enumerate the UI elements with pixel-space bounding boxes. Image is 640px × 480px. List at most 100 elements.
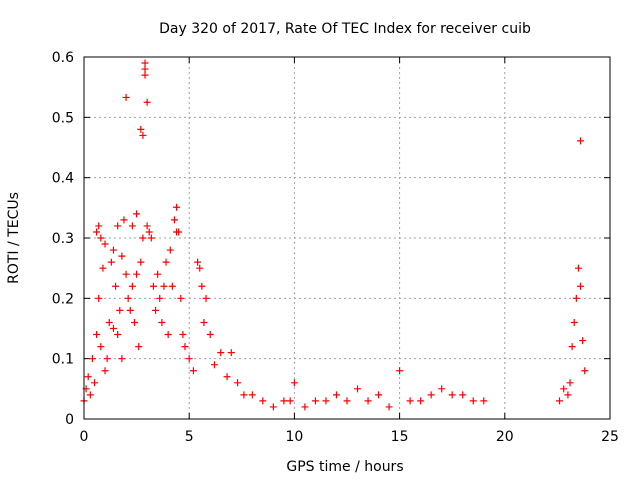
chart-title: Day 320 of 2017, Rate Of TEC Index for r… bbox=[159, 21, 531, 37]
data-point bbox=[194, 258, 202, 266]
data-point bbox=[427, 391, 435, 399]
data-point bbox=[122, 93, 130, 101]
data-point bbox=[438, 385, 446, 393]
data-point bbox=[141, 59, 149, 67]
data-point bbox=[114, 331, 122, 339]
y-tick-label: 0.6 bbox=[52, 50, 74, 66]
data-point bbox=[177, 294, 185, 302]
x-axis-label: GPS time / hours bbox=[286, 459, 403, 475]
data-point bbox=[168, 282, 176, 290]
plot-frame bbox=[83, 56, 611, 420]
data-point bbox=[570, 318, 578, 326]
data-point bbox=[286, 397, 294, 405]
data-point bbox=[280, 397, 288, 405]
data-point bbox=[175, 228, 183, 236]
data-point bbox=[149, 282, 157, 290]
data-point bbox=[480, 397, 488, 405]
data-point bbox=[141, 71, 149, 79]
data-point bbox=[396, 367, 404, 375]
data-point bbox=[170, 216, 178, 224]
data-point bbox=[406, 397, 414, 405]
data-point bbox=[103, 355, 111, 363]
data-point bbox=[152, 306, 160, 314]
data-point bbox=[118, 252, 126, 260]
data-point bbox=[459, 391, 467, 399]
data-point bbox=[259, 397, 267, 405]
data-point bbox=[156, 294, 164, 302]
data-point bbox=[109, 325, 117, 332]
data-point bbox=[248, 391, 256, 399]
data-point bbox=[122, 270, 130, 278]
data-point bbox=[164, 331, 172, 339]
data-point bbox=[135, 343, 143, 351]
data-point bbox=[354, 385, 362, 393]
y-tick-label: 0.2 bbox=[52, 291, 74, 307]
axis-ticks: 0 5 10 15 20 25 0 0.1 0.2 0.3 0.4 0.5 0.6 bbox=[52, 50, 619, 445]
data-point bbox=[301, 403, 309, 411]
y-tick-label: 0 bbox=[65, 412, 74, 428]
data-point bbox=[227, 349, 235, 357]
data-point bbox=[181, 343, 189, 351]
data-point bbox=[566, 379, 574, 387]
x-tick-label: 10 bbox=[285, 429, 303, 445]
data-point bbox=[112, 282, 120, 290]
data-point bbox=[114, 222, 122, 230]
data-points bbox=[80, 59, 589, 411]
y-tick-label: 0.5 bbox=[52, 110, 74, 126]
data-point bbox=[84, 373, 92, 381]
data-point bbox=[234, 379, 242, 387]
data-point bbox=[206, 331, 214, 339]
y-tick-label: 0.4 bbox=[52, 171, 74, 187]
data-point bbox=[469, 397, 477, 405]
data-point bbox=[375, 391, 383, 399]
data-point bbox=[158, 318, 166, 326]
data-point bbox=[217, 349, 225, 357]
data-point bbox=[162, 258, 170, 266]
data-point bbox=[91, 379, 99, 387]
data-point bbox=[223, 373, 231, 381]
data-point bbox=[577, 137, 585, 145]
data-point bbox=[133, 270, 141, 278]
data-point bbox=[116, 306, 124, 314]
x-tick-label: 25 bbox=[601, 429, 619, 445]
data-point bbox=[97, 234, 105, 242]
data-point bbox=[137, 258, 145, 266]
data-point bbox=[189, 367, 197, 375]
y-tick-label: 0.3 bbox=[52, 231, 74, 247]
data-point bbox=[99, 264, 107, 272]
data-point bbox=[343, 397, 351, 405]
data-point bbox=[556, 397, 564, 405]
data-point bbox=[143, 98, 151, 106]
data-point bbox=[95, 294, 103, 302]
data-point bbox=[417, 397, 425, 405]
data-point bbox=[143, 222, 151, 230]
data-point bbox=[101, 240, 109, 248]
x-tick-label: 20 bbox=[496, 429, 514, 445]
data-point bbox=[137, 125, 145, 133]
data-point bbox=[581, 367, 589, 375]
data-point bbox=[364, 397, 372, 405]
data-point bbox=[385, 403, 393, 411]
data-point bbox=[577, 282, 585, 290]
data-point bbox=[126, 306, 134, 314]
data-point bbox=[202, 294, 210, 302]
data-point bbox=[145, 228, 153, 236]
data-point bbox=[130, 318, 138, 326]
data-point bbox=[147, 234, 155, 242]
data-point bbox=[105, 318, 113, 326]
data-point bbox=[86, 391, 94, 399]
data-point bbox=[572, 294, 580, 302]
data-point bbox=[97, 343, 105, 351]
data-point bbox=[120, 216, 128, 224]
data-point bbox=[564, 391, 572, 399]
data-point bbox=[93, 228, 101, 236]
data-point bbox=[154, 270, 162, 278]
data-point bbox=[139, 234, 147, 242]
data-point bbox=[560, 385, 568, 393]
data-point bbox=[200, 318, 208, 326]
data-point bbox=[173, 203, 181, 211]
data-point bbox=[311, 397, 319, 405]
data-point bbox=[124, 294, 132, 302]
x-tick-label: 15 bbox=[391, 429, 409, 445]
